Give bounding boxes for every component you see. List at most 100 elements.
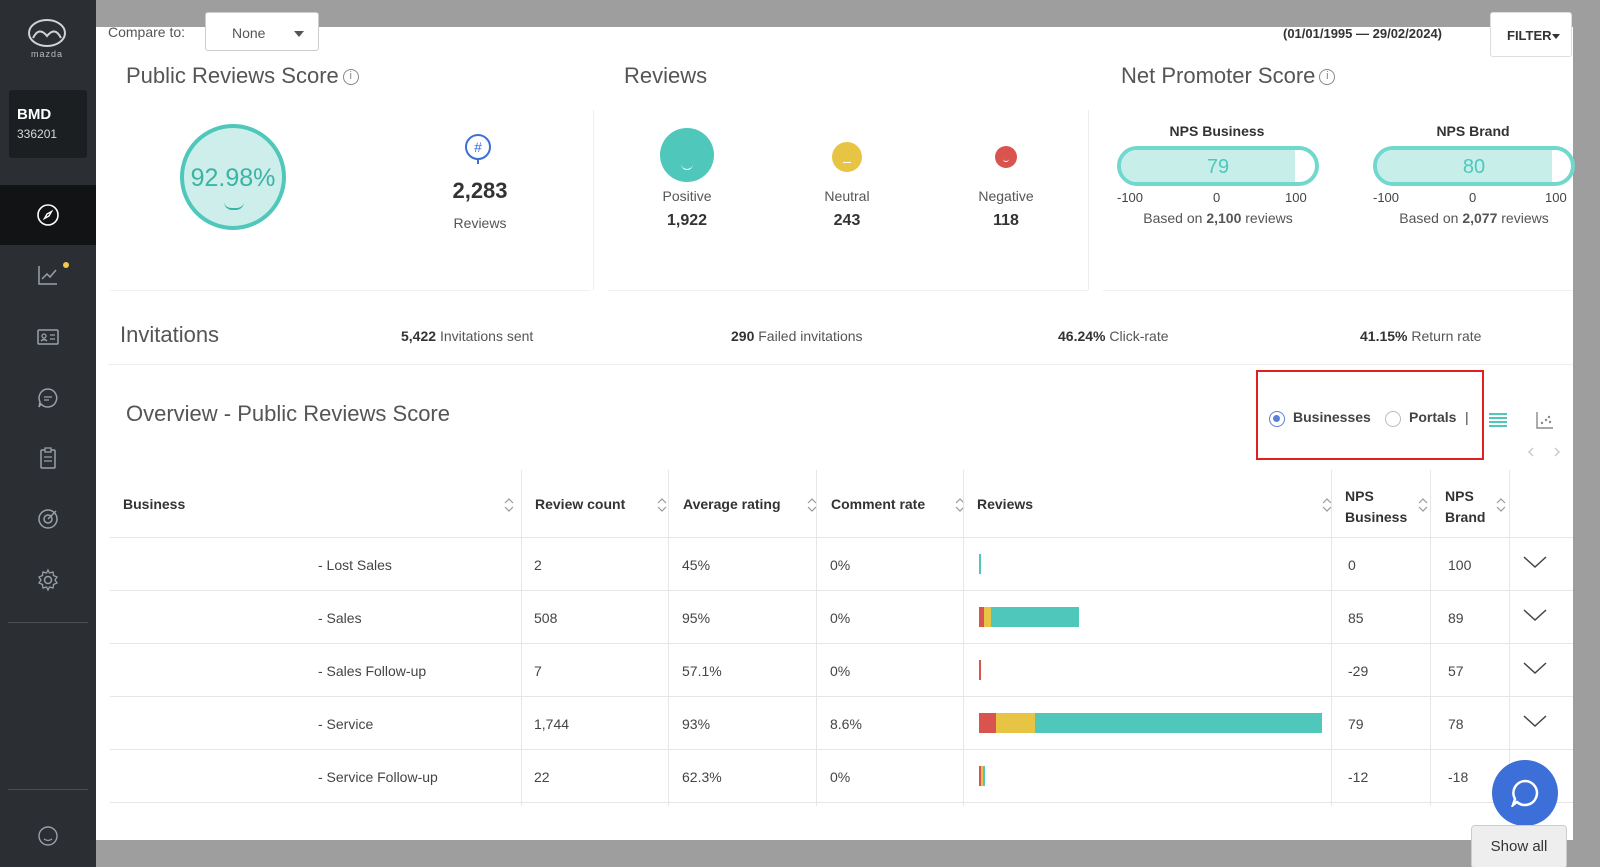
cell-nps-business: -12 [1348,769,1369,785]
user-profile-icon[interactable] [36,824,60,848]
card-divider [608,290,1088,291]
table-row[interactable]: - Sales Follow-up 7 57.1% 0% -29 57 [110,644,1573,697]
col-review-count[interactable]: Review count [535,470,675,538]
overlay-top [96,0,1600,27]
card-divider [593,110,594,290]
chat-bubble-icon[interactable] [36,386,60,410]
card-divider [1103,290,1573,291]
sort-icon[interactable] [504,497,514,513]
radio-businesses-label[interactable]: Businesses [1293,409,1371,425]
chat-support-button[interactable] [1492,760,1558,826]
cell-business: - Sales Follow-up [318,663,427,679]
negative-label: Negative [978,188,1034,204]
table-row[interactable]: - Service Follow-up 22 62.3% 0% -12 -18 [110,750,1573,803]
nav-dashboard-active[interactable] [0,185,96,245]
cell-comment-rate: 0% [830,663,851,679]
neutral-face-icon [832,142,862,172]
id-card-icon[interactable] [36,325,60,349]
separator-pipe: | [1465,409,1469,425]
sort-icon[interactable] [1496,497,1506,513]
cell-nps-business: 0 [1348,557,1356,573]
bar-negative [979,713,997,733]
pager-prev-icon[interactable] [1526,446,1536,458]
bar-negative [979,660,981,680]
smile-icon [224,202,244,210]
positive-label: Positive [662,188,712,204]
table-row[interactable]: - Lost Sales 2 45% 0% 0 100 [110,538,1573,591]
cell-average-rating: 45% [682,557,711,573]
sort-icon[interactable] [657,497,667,513]
sidebar-divider [8,789,88,790]
column-divider [816,470,817,806]
nps-business-based: Based on 2,100 reviews [1143,210,1293,226]
compare-select[interactable]: None [205,12,319,51]
invitations-click-rate: 46.24% Click-rate [1058,328,1169,344]
radio-portals[interactable] [1385,411,1401,427]
chevron-down-icon[interactable] [1523,713,1547,729]
cell-comment-rate: 0% [830,610,851,626]
bar-positive [1035,713,1322,733]
chat-icon [1511,779,1539,807]
col-comment-rate[interactable]: Comment rate [831,470,976,538]
col-nps-brand[interactable]: NPS Brand [1445,470,1525,538]
cell-review-count: 1,744 [534,716,570,732]
card-divider [1088,110,1089,290]
sort-icon[interactable] [1322,497,1332,513]
target-icon[interactable] [36,507,60,531]
negative-face-icon [995,146,1017,168]
radio-businesses[interactable] [1269,411,1285,427]
cell-comment-rate: 0% [830,769,851,785]
cell-nps-business: 79 [1348,716,1364,732]
nps-brand-fill [1377,150,1552,182]
bar-neutral [981,766,983,786]
account-code: BMD [17,106,52,123]
bar-positive [990,607,1079,627]
clipboard-icon[interactable] [36,446,60,470]
cell-nps-brand: 57 [1448,663,1464,679]
chevron-down-icon[interactable] [1523,554,1547,570]
trend-chart-icon[interactable] [36,263,60,287]
list-view-icon[interactable] [1488,410,1508,430]
mazda-logo-icon [28,19,66,47]
bar-negative [979,607,984,627]
table-row[interactable]: - Sales 508 95% 0% 85 89 [110,591,1573,644]
info-icon[interactable]: i [1319,69,1336,85]
col-business[interactable]: Business [123,470,523,538]
nps-brand-bar: 80 [1373,146,1575,186]
radio-portals-label[interactable]: Portals [1409,409,1457,425]
compass-icon[interactable] [36,203,60,227]
cell-nps-business: -29 [1348,663,1369,679]
settings-gear-icon[interactable] [36,568,60,592]
nps-business-bar: 79 [1117,146,1319,186]
column-divider [1331,470,1332,806]
sort-icon[interactable] [807,497,817,513]
cell-nps-brand: 89 [1448,610,1464,626]
logo-text: mazda [30,49,63,59]
table-row[interactable]: - Service 1,744 93% 8.6% 79 78 [110,697,1573,750]
filter-button[interactable]: FILTER [1490,12,1572,57]
info-icon[interactable]: i [342,69,359,85]
neutral-value: 243 [833,212,861,229]
compare-label: Compare to: [108,24,186,40]
invitations-sent: 5,422 Invitations sent [401,328,534,344]
show-all-button[interactable]: Show all [1471,825,1567,867]
pager-next-icon[interactable] [1552,446,1562,458]
col-reviews[interactable]: Reviews [977,470,1345,538]
invitations-return-rate: 41.15% Return rate [1360,328,1482,344]
col-average-rating[interactable]: Average rating [683,470,828,538]
caret-down-icon [294,31,304,37]
cell-review-count: 22 [534,769,550,785]
nps-business-value: 79 [1206,156,1230,178]
bar-neutral [996,713,1036,733]
cell-nps-brand: 100 [1448,557,1472,573]
sort-icon[interactable] [955,497,965,513]
bar-positive [979,554,981,574]
chevron-down-icon[interactable] [1523,660,1547,676]
mazda-logo[interactable]: mazda [24,18,70,59]
account-badge[interactable]: BMD 336201 [9,90,87,158]
account-number: 336201 [17,127,58,141]
col-nps-business[interactable]: NPS Business [1345,470,1435,538]
scatter-view-icon[interactable] [1535,410,1555,430]
sort-icon[interactable] [1418,497,1428,513]
chevron-down-icon[interactable] [1523,607,1547,623]
